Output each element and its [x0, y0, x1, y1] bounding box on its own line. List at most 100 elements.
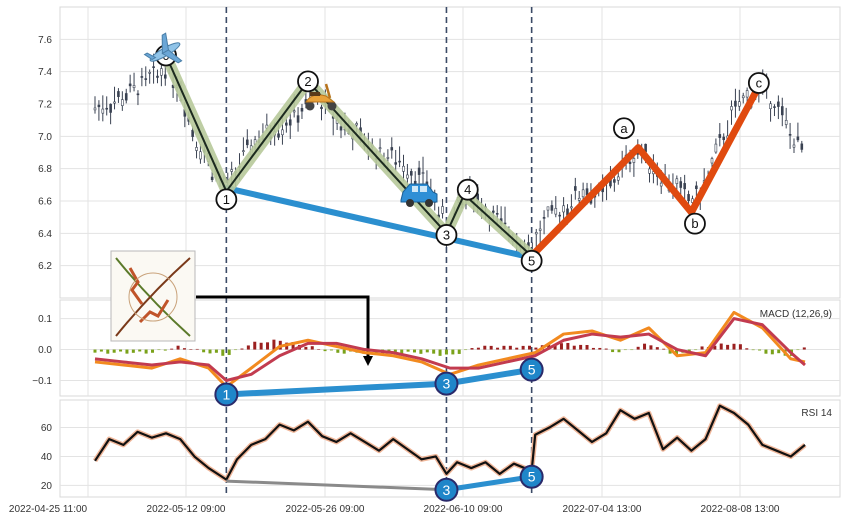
candle-body: [285, 122, 288, 126]
wave-label-circle: [435, 224, 458, 246]
macd-histogram-bar: [195, 348, 199, 350]
scooter-icon: [305, 83, 337, 111]
candle-body: [562, 205, 565, 213]
candle-body: [738, 101, 741, 107]
candle-body: [296, 115, 300, 123]
candle-body: [683, 183, 686, 190]
candle-body: [675, 178, 679, 184]
car-window: [420, 186, 427, 192]
candle-body: [288, 119, 292, 126]
macd-histogram-bar: [745, 348, 749, 350]
candle-body: [124, 93, 128, 101]
macd-histogram-bar: [413, 349, 416, 353]
macd-histogram-bar: [425, 349, 429, 353]
candle-body: [210, 176, 214, 181]
macd-histogram-bar: [323, 349, 327, 352]
macd-histogram-bar: [432, 349, 436, 354]
rsi-marker-5: 5: [519, 464, 544, 489]
wave-label-a: a: [613, 117, 635, 140]
candle-body: [378, 147, 382, 150]
candle-body: [792, 144, 796, 148]
x-tick-label: 2022-08-08 13:00: [701, 504, 780, 515]
candle-body: [421, 172, 425, 174]
scooter-wheel: [327, 101, 337, 111]
candle-body: [394, 162, 397, 165]
macd-histogram-bar: [655, 347, 659, 350]
candle-body: [117, 91, 120, 97]
wave-diagram-thumbnail: [110, 250, 196, 342]
candle-body: [777, 101, 780, 107]
candle-body: [788, 134, 792, 136]
thumbnail-curve: [138, 299, 170, 324]
y-tick-label: 6.4: [38, 229, 52, 240]
connector-line: [196, 295, 370, 358]
candle-body: [101, 108, 105, 114]
candle-body: [113, 101, 116, 104]
macd-histogram-bar: [163, 349, 167, 351]
car-wheel: [406, 199, 414, 207]
macd-histogram-bar: [598, 347, 602, 350]
candle-body: [780, 106, 784, 116]
candle-body: [386, 157, 390, 159]
y-tick-label: 0.1: [38, 314, 52, 325]
candle-body: [710, 158, 714, 164]
macd-histogram-bar: [99, 349, 103, 352]
candle-body: [136, 93, 140, 96]
macd-histogram-bar: [521, 345, 525, 350]
macd-histogram-bar: [214, 349, 218, 353]
macd-histogram-bar: [176, 345, 180, 350]
macd-histogram-bar: [572, 345, 576, 350]
wave-label-circle: [297, 70, 319, 93]
macd-histogram-bar: [202, 349, 206, 353]
candle-body: [492, 210, 495, 213]
y-tick-label: 6.8: [38, 164, 52, 175]
candle-body: [417, 167, 421, 175]
candle-body: [687, 194, 690, 201]
candle-body: [191, 129, 194, 137]
candle-body: [577, 197, 581, 201]
macd-histogram-bar: [553, 345, 557, 350]
macd-histogram-bar: [802, 347, 806, 350]
x-tick-label: 2022-05-12 09:00: [147, 504, 226, 515]
rsi-title: RSI 14: [801, 408, 832, 419]
macd-histogram-bar: [496, 347, 500, 350]
y-tick-label: 7.0: [38, 132, 52, 143]
candle-body: [144, 78, 148, 80]
macd-histogram-bar: [444, 349, 448, 355]
candle-body: [160, 68, 163, 76]
candle-body: [745, 90, 749, 98]
macd-histogram-bar: [732, 343, 736, 350]
macd-histogram-bar: [751, 349, 755, 351]
candle-body: [230, 169, 233, 172]
wave-label-b: b: [684, 212, 706, 235]
x-tick-label: 2022-07-04 13:00: [563, 504, 642, 515]
macd-histogram-bar: [464, 349, 468, 351]
candle-body: [355, 123, 358, 126]
macd-histogram-bar: [738, 344, 742, 350]
macd-histogram-bar: [700, 346, 704, 350]
candle-body: [616, 176, 620, 181]
candle-body: [109, 103, 112, 113]
rsi-line: [94, 404, 806, 481]
scooter-wheel: [305, 101, 315, 111]
macd-histogram-bar: [483, 345, 487, 350]
connector-arrowhead: [363, 356, 373, 366]
macd-histogram-bar: [585, 344, 589, 350]
macd-histogram-bar: [559, 343, 563, 350]
macd-histogram-bar: [611, 349, 615, 353]
candle-body: [613, 179, 616, 183]
scooter-handle: [324, 83, 332, 99]
macd-histogram-bar: [336, 349, 340, 353]
candle-body: [410, 171, 413, 176]
rsi-marker-text: 3: [443, 482, 451, 498]
candle-body: [277, 133, 280, 138]
candle-body: [558, 214, 561, 217]
airplane-wing: [161, 49, 183, 64]
macd-marker-circle: [214, 382, 239, 407]
macd-histogram-bar: [566, 342, 570, 350]
candle-body: [534, 232, 538, 235]
scooter-seat: [310, 92, 320, 96]
y-tick-label: 7.2: [38, 100, 52, 111]
wave-label-text: 4: [464, 182, 471, 197]
